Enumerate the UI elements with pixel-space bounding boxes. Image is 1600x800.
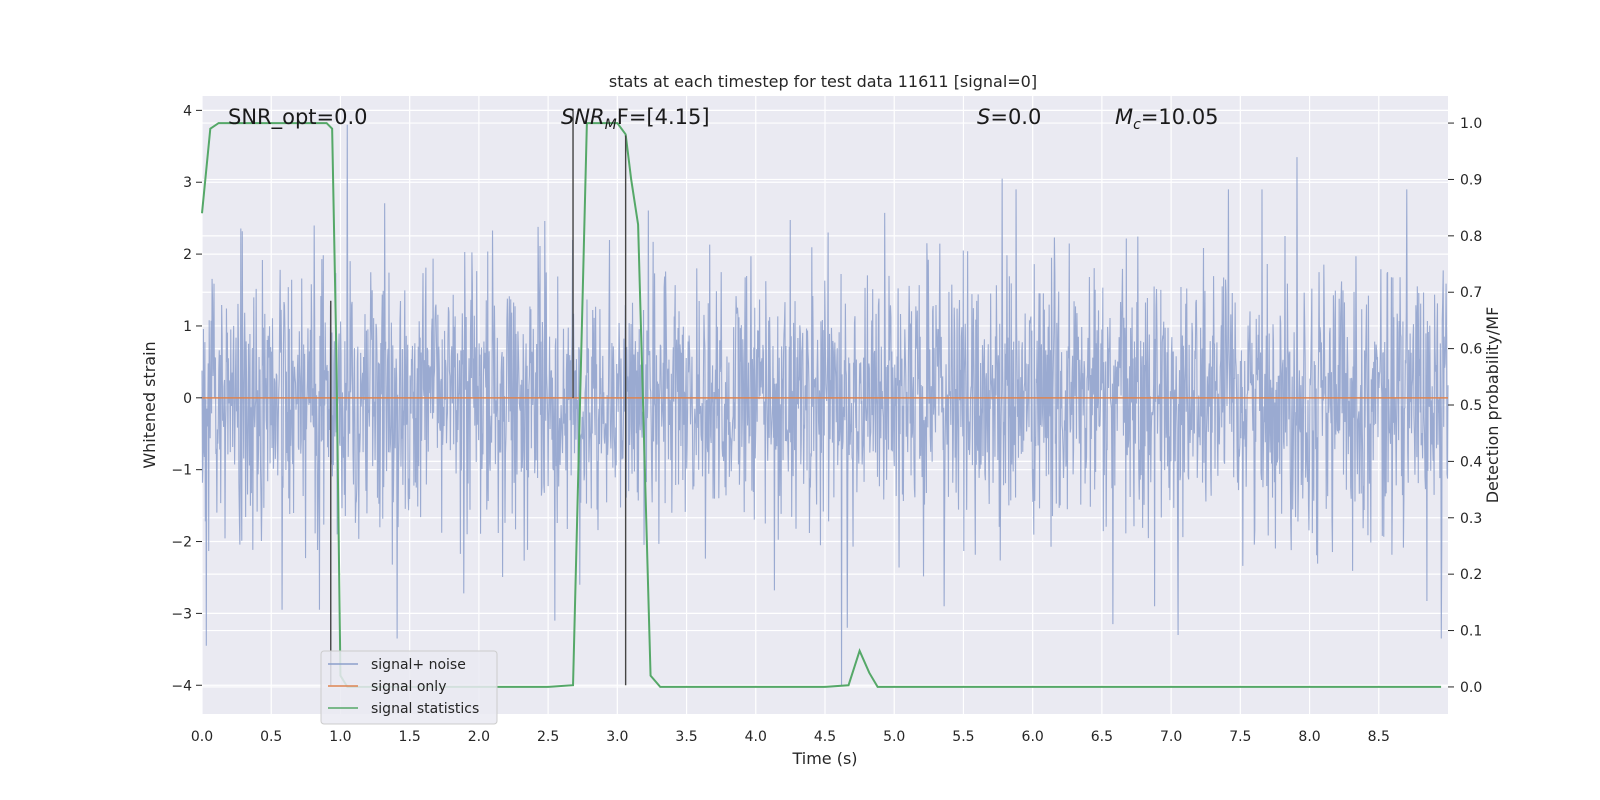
legend-label-signal-noise: signal+ noise <box>371 657 466 673</box>
annotation-snr-mf: SNRMF=[4.15] <box>561 105 710 133</box>
line-layer <box>201 122 1448 688</box>
y-tick-label-left: 4 <box>183 103 192 119</box>
y-tick-label-right: 0.6 <box>1460 342 1482 358</box>
y-tick-label-right: 0.7 <box>1460 285 1482 301</box>
x-axis-label: Time (s) <box>791 749 857 768</box>
signal-noise-series <box>201 124 1449 686</box>
x-tick-label: 0.5 <box>260 729 282 745</box>
y-tick-label-left: −4 <box>171 678 192 694</box>
x-tick-label: 5.0 <box>883 729 905 745</box>
y-axis-label-left: Whitened strain <box>140 341 159 468</box>
x-tick-label: 4.5 <box>814 729 836 745</box>
x-tick-label: 6.5 <box>1091 729 1113 745</box>
x-tick-label: 3.5 <box>675 729 697 745</box>
series-signal-noise <box>201 124 1449 686</box>
annotation-mc: Mc=10.05 <box>1115 105 1219 133</box>
x-tick-label: 0.0 <box>191 729 213 745</box>
y-tick-label-right: 0.1 <box>1460 624 1482 640</box>
y-tick-label-left: −1 <box>171 463 192 479</box>
annotation-snr-mf-base: SNR <box>561 105 605 129</box>
series-signal-statistics <box>201 122 1442 688</box>
y-axis-label-right: Detection probability/MF <box>1483 307 1502 504</box>
x-tick-label: 5.5 <box>952 729 974 745</box>
annotation-mc-base: M <box>1115 105 1133 129</box>
x-tick-label: 2.5 <box>537 729 559 745</box>
x-tick-label: 7.0 <box>1160 729 1182 745</box>
chart-title: stats at each timestep for test data 116… <box>609 72 1037 91</box>
legend-label-signal-statistics: signal statistics <box>371 701 479 717</box>
x-tick-label: 8.0 <box>1298 729 1320 745</box>
vertical-markers <box>330 110 627 686</box>
tick-labels: 0.0 0.5 1.0 1.5 2.0 2.5 3.0 3.5 4.0 4.5 5.0 5.5 6.0 6… <box>171 103 1482 745</box>
x-tick-label: 3.0 <box>606 729 628 745</box>
x-tick-label: 1.0 <box>329 729 351 745</box>
annotation-mc-rest: =10.05 <box>1141 105 1219 129</box>
legend-label-signal-only: signal only <box>371 679 446 695</box>
y-tick-label-right: 0.8 <box>1460 229 1482 245</box>
y-tick-label-right: 0.3 <box>1460 511 1482 527</box>
y-tick-label-left: 3 <box>183 175 192 191</box>
x-tick-label: 6.0 <box>1022 729 1044 745</box>
annotations: SNR_opt=0.0 SNRMF=[4.15] S=0.0 Mc=10.05 <box>228 105 1219 133</box>
annotation-snr-mf-sub: M <box>605 117 617 133</box>
y-tick-label-right: 0.4 <box>1460 454 1482 470</box>
annotation-snr-opt: SNR_opt=0.0 <box>228 105 368 130</box>
legend: signal+ noise signal only signal statist… <box>320 650 498 725</box>
y-tick-label-right: 0.0 <box>1460 680 1482 696</box>
legend-box <box>320 650 498 725</box>
y-tick-label-left: −2 <box>171 535 192 551</box>
y-tick-label-left: 2 <box>183 247 192 263</box>
x-tick-label: 1.5 <box>399 729 421 745</box>
x-tick-label: 4.0 <box>745 729 767 745</box>
x-tick-label: 2.0 <box>468 729 490 745</box>
x-tick-label: 8.5 <box>1368 729 1390 745</box>
y-tick-label-left: 0 <box>183 391 192 407</box>
y-tick-label-right: 0.2 <box>1460 567 1482 583</box>
annotation-s: S=0.0 <box>977 105 1041 129</box>
x-tick-label: 7.5 <box>1229 729 1251 745</box>
y-tick-label-right: 0.5 <box>1460 398 1482 414</box>
y-tick-label-right: 1.0 <box>1460 116 1482 132</box>
annotation-s-rest: =0.0 <box>990 105 1041 129</box>
annotation-snr-mf-rest: F=[4.15] <box>617 105 710 129</box>
annotation-mc-sub: c <box>1133 117 1141 133</box>
y-tick-label-right: 0.9 <box>1460 172 1482 188</box>
y-tick-label-left: 1 <box>183 319 192 335</box>
y-tick-label-left: −3 <box>171 606 192 622</box>
annotation-s-base: S <box>977 105 990 129</box>
